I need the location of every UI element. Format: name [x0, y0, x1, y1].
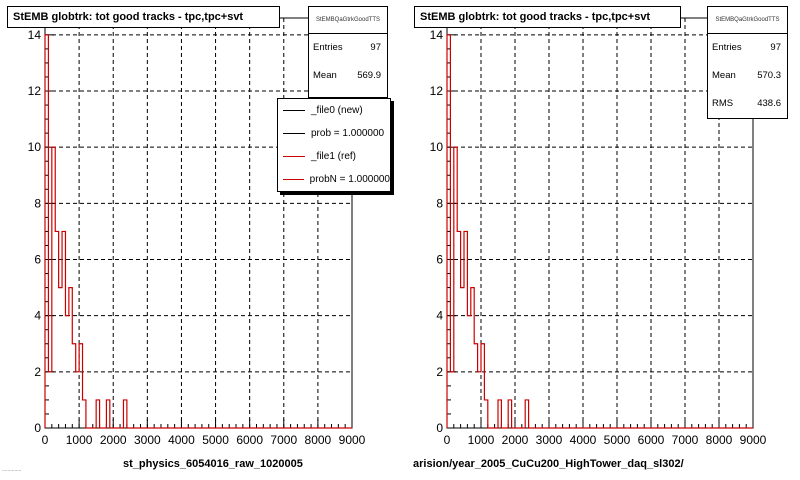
left-stats-value: 97 — [370, 42, 381, 53]
left-footer-label: st_physics_6054016_raw_1020005 — [123, 458, 303, 470]
right-stats-value: 570.3 — [757, 70, 781, 81]
x-tick-label: 1000 — [468, 433, 495, 447]
x-tick-label: 4000 — [570, 433, 597, 447]
legend-label: _file0 (new) — [311, 105, 363, 116]
legend-label: _file1 (ref) — [311, 151, 357, 162]
x-tick-label: 3000 — [134, 433, 161, 447]
left-stats-name: StEMBQaGtrkGoodTTS — [309, 7, 387, 34]
plot-frame — [44, 17, 353, 429]
x-tick-label: 0 — [42, 433, 49, 447]
y-tick-label: 0 — [34, 421, 41, 435]
right-chart-title: StEMB globtrk: tot good tracks - tpc,tpc… — [414, 6, 681, 28]
x-tick-label: 2000 — [100, 433, 127, 447]
legend-label: prob = 1.000000 — [311, 128, 385, 139]
y-tick-label: 6 — [34, 253, 41, 267]
x-tick-label: 6000 — [638, 433, 665, 447]
legend-line-ref — [283, 179, 304, 180]
plot-frame — [446, 17, 754, 429]
left-panel: 0 1000 2000 3000 4000 5000 6000 7000 8000 9000 0 2 4… — [2, 6, 391, 473]
legend: _file0 (new) prob = 1.000000 _file1 (ref… — [277, 98, 391, 192]
y-tick-label: 10 — [28, 140, 42, 154]
left-stats-row-entries: Entries 97 — [309, 34, 387, 62]
y-tick-label: 14 — [28, 28, 42, 42]
right-stats-row-entries: Entries 97 — [708, 34, 787, 62]
x-tick-label: 7000 — [270, 433, 297, 447]
left-histogram-chart: 0 1000 2000 3000 4000 5000 6000 7000 8000 9000 0 2 4… — [28, 17, 366, 447]
legend-entry: _file1 (ref) — [278, 145, 390, 168]
right-stats-name: StEMBQaGtrkGoodTTS — [708, 7, 787, 34]
left-stats-box: StEMBQaGtrkGoodTTS Entries 97 Mean 569.9 — [308, 6, 388, 98]
right-stats-label: Entries — [712, 42, 742, 53]
x-tick-label: 3000 — [536, 433, 563, 447]
right-stats-value: 97 — [770, 42, 781, 53]
y-tick-label: 6 — [436, 253, 443, 267]
y-tick-label: 0 — [436, 421, 443, 435]
x-tick-label: 7000 — [672, 433, 699, 447]
y-tick-label: 8 — [34, 196, 41, 210]
left-stats-label: Entries — [313, 42, 343, 53]
x-tick-label: 9000 — [740, 433, 767, 447]
y-tick-label: 14 — [430, 28, 444, 42]
y-tick-label: 12 — [430, 84, 444, 98]
left-stats-row-mean: Mean 569.9 — [309, 62, 387, 90]
left-stats-label: Mean — [313, 70, 337, 81]
y-tick-label: 4 — [436, 309, 443, 323]
x-tick-label: 2000 — [502, 433, 529, 447]
right-histogram-chart: 0 1000 2000 3000 4000 5000 6000 7000 8000 9000 0 2 4… — [430, 17, 767, 447]
x-tick-label: 5000 — [202, 433, 229, 447]
tiny-footer-text: .............. — [2, 467, 22, 473]
legend-line-ref — [283, 156, 305, 157]
right-stats-row-rms: RMS 438.6 — [708, 90, 787, 118]
right-stats-row-mean: Mean 570.3 — [708, 62, 787, 90]
legend-entry: probN = 1.000000 — [278, 168, 390, 191]
right-stats-label: RMS — [712, 98, 734, 109]
legend-entry: _file0 (new) — [278, 99, 390, 122]
right-footer-label: arision/year_2005_CuCu200_HighTower_daq_… — [413, 458, 684, 470]
y-tick-label: 10 — [430, 140, 444, 154]
x-tick-label: 8000 — [706, 433, 733, 447]
legend-entry: prob = 1.000000 — [278, 122, 390, 145]
right-panel: 0 1000 2000 3000 4000 5000 6000 7000 8000 9000 0 2 4… — [400, 0, 800, 480]
legend-line-new — [283, 133, 305, 134]
right-stats-label: Mean — [712, 70, 736, 81]
legend-line-new — [283, 110, 305, 111]
y-tick-label: 4 — [34, 309, 41, 323]
x-tick-label: 9000 — [339, 433, 366, 447]
left-chart-title: StEMB globtrk: tot good tracks - tpc,tpc… — [7, 6, 280, 28]
x-tick-label: 8000 — [305, 433, 332, 447]
histogram-series-line — [446, 34, 753, 429]
histogram-series-line — [44, 34, 352, 429]
y-tick-label: 12 — [28, 84, 42, 98]
y-tick-label: 2 — [436, 365, 443, 379]
right-stats-box: StEMBQaGtrkGoodTTS Entries 97 Mean 570.3… — [707, 6, 788, 119]
y-tick-label: 8 — [436, 196, 443, 210]
x-tick-label: 5000 — [604, 433, 631, 447]
x-tick-label: 4000 — [168, 433, 195, 447]
left-stats-value: 569.9 — [357, 70, 381, 81]
x-tick-label: 1000 — [66, 433, 93, 447]
legend-label: probN = 1.000000 — [309, 174, 390, 185]
x-tick-label: 6000 — [236, 433, 263, 447]
x-tick-label: 0 — [444, 433, 451, 447]
right-stats-value: 438.6 — [757, 98, 781, 109]
y-tick-label: 2 — [34, 365, 41, 379]
